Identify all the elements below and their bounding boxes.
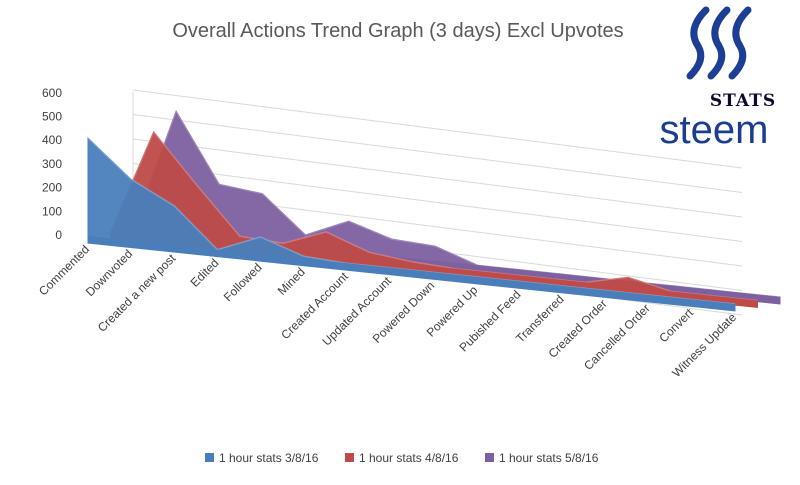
legend-swatch	[485, 453, 494, 462]
steem-wave-icon	[686, 6, 752, 80]
logo-stats-text: STATS	[710, 91, 776, 111]
series-ribbon	[88, 236, 735, 311]
y-axis-ticks: 0 100 200 300 400 500 600	[42, 86, 62, 242]
y-tick-label: 400	[42, 133, 62, 147]
logo-steem-text: steem	[660, 108, 769, 152]
gridline	[132, 114, 743, 193]
series-edge	[132, 109, 781, 298]
gridline	[132, 163, 743, 242]
legend-swatch	[205, 453, 214, 462]
legend-label: 1 hour stats 3/8/16	[219, 451, 319, 465]
gridline	[132, 138, 743, 218]
y-tick-label: 200	[42, 181, 62, 195]
series-area	[110, 130, 758, 309]
gridline	[132, 89, 743, 169]
category-label: Followed	[221, 260, 265, 304]
series-areas	[87, 109, 781, 312]
category-label: Edited	[188, 256, 222, 290]
y-tick-label: 300	[42, 157, 62, 171]
series-edge	[109, 130, 758, 302]
y-tick-label: 500	[42, 110, 62, 124]
y-tick-label: 100	[42, 204, 62, 218]
y-tick-label: 0	[55, 228, 62, 242]
steem-stats-logo: STATS steem	[660, 6, 776, 152]
category-label: Mined	[275, 265, 308, 298]
legend: 1 hour stats 3/8/16 1 hour stats 4/8/16 1 …	[205, 451, 599, 465]
chart-title: Overall Actions Trend Graph (3 days) Exc…	[172, 20, 623, 42]
legend-label: 1 hour stats 4/8/16	[359, 451, 459, 465]
legend-swatch	[345, 453, 354, 462]
category-label: Convert	[656, 305, 696, 345]
y-tick-label: 600	[42, 86, 62, 100]
legend-label: 1 hour stats 5/8/16	[499, 451, 599, 465]
